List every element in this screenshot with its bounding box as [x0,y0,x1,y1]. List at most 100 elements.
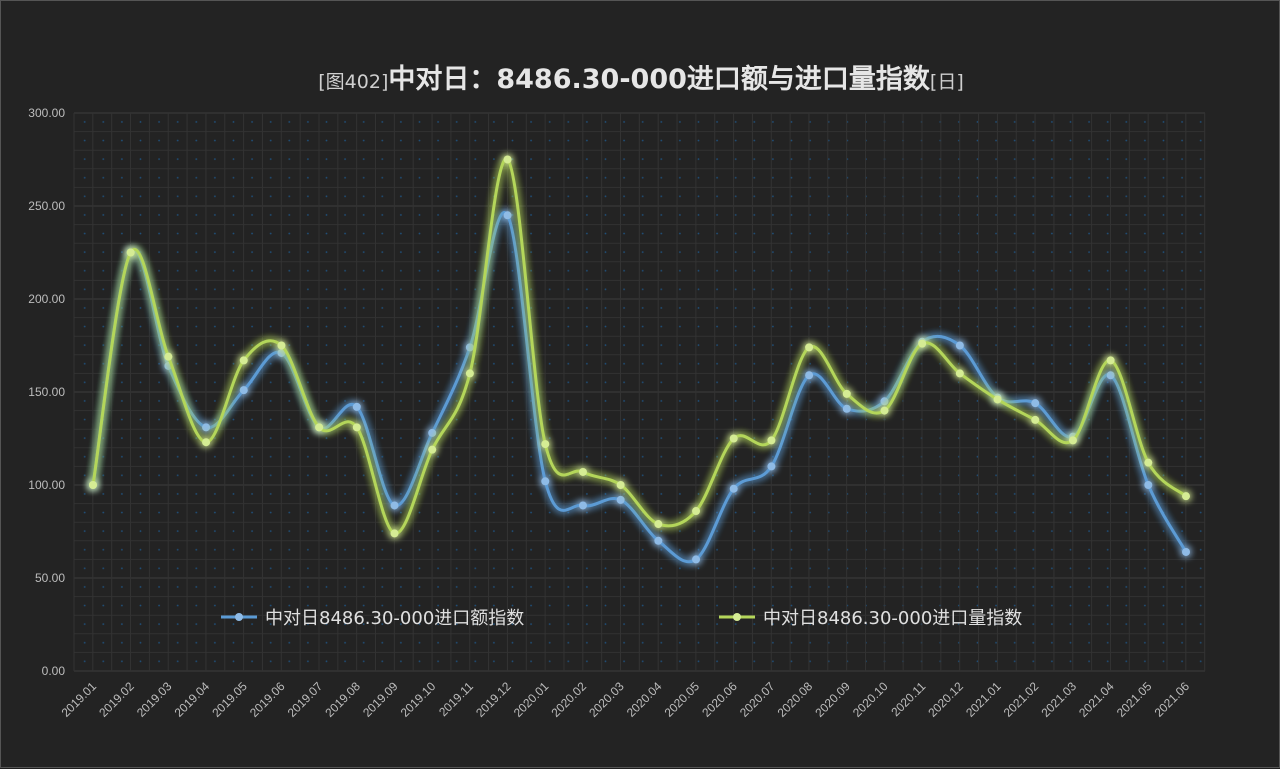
y-tick-label: 100.00 [28,478,65,492]
data-point[interactable] [805,371,814,380]
x-tick-label: 2020.03 [586,679,627,720]
data-point[interactable] [1031,399,1040,408]
x-tick-label: 2019.07 [285,679,326,720]
legend-item-value-index[interactable]: 中对日8486.30-000进口额指数 [221,608,524,629]
y-axis: 0.00 50.00 100.00 150.00 200.00 250.00 300.00 [28,106,65,678]
data-point[interactable] [578,467,587,476]
legend-label: 中对日8486.30-000进口量指数 [763,608,1022,629]
data-point[interactable] [202,423,211,432]
data-point[interactable] [1106,356,1115,365]
data-point[interactable] [767,462,776,471]
x-tick-label: 2020.01 [511,679,552,720]
x-tick-label: 2019.05 [209,679,250,720]
x-tick-label: 2019.09 [360,679,401,720]
data-point[interactable] [352,423,361,432]
y-tick-label: 50.00 [35,571,65,585]
x-tick-label: 2020.02 [549,679,590,720]
data-point[interactable] [202,438,211,447]
data-point[interactable] [842,404,851,413]
y-tick-label: 150.00 [28,385,65,399]
x-tick-label: 2019.08 [322,679,363,720]
x-tick-label: 2021.02 [1001,679,1042,720]
x-tick-label: 2020.10 [850,679,891,720]
x-tick-label: 2020.06 [699,679,740,720]
chart-title: [图402]中对日：8486.30-000进口额与进口量指数[日] [318,64,963,95]
x-tick-label: 2020.12 [925,679,966,720]
data-point[interactable] [692,507,701,516]
data-point[interactable] [1182,492,1190,501]
data-point[interactable] [465,369,474,378]
data-point[interactable] [315,423,324,432]
x-tick-label: 2021.03 [1038,679,1079,720]
x-tick-label: 2019.06 [247,679,288,720]
data-point[interactable] [428,428,437,437]
data-point[interactable] [503,155,512,164]
data-point[interactable] [729,434,738,443]
x-tick-label: 2019.12 [473,679,514,720]
data-point[interactable] [1182,547,1190,556]
data-point[interactable] [692,555,701,564]
data-point[interactable] [541,440,550,449]
data-point[interactable] [503,211,512,220]
series-1 [89,155,1190,538]
data-point[interactable] [465,343,474,352]
legend-marker [733,613,741,621]
data-point[interactable] [352,402,361,411]
data-point[interactable] [541,477,550,486]
data-point[interactable] [955,369,964,378]
legend-item-volume-index[interactable]: 中对日8486.30-000进口量指数 [719,608,1022,629]
x-axis: 2019.012019.022019.032019.042019.052019.… [59,679,1193,720]
x-tick-label: 2020.05 [662,679,703,720]
data-point[interactable] [277,341,286,350]
x-tick-label: 2019.01 [59,679,100,720]
y-tick-label: 200.00 [28,292,65,306]
data-point[interactable] [918,339,927,348]
data-point[interactable] [616,495,625,504]
y-tick-label: 300.00 [28,106,65,120]
data-point[interactable] [1031,415,1040,424]
data-point[interactable] [1068,436,1077,445]
data-point[interactable] [767,436,776,445]
series-lines [89,155,1190,564]
data-point[interactable] [654,536,663,545]
data-point[interactable] [805,343,814,352]
legend-label: 中对日8486.30-000进口额指数 [265,608,524,629]
data-point[interactable] [993,395,1002,404]
data-point[interactable] [616,481,625,489]
data-point[interactable] [729,484,738,493]
x-tick-label: 2019.10 [398,679,439,720]
data-point[interactable] [390,501,399,510]
data-point[interactable] [578,501,587,510]
data-point[interactable] [89,481,97,489]
x-tick-label: 2020.08 [775,679,816,720]
x-tick-label: 2021.05 [1114,679,1155,720]
data-point[interactable] [654,520,663,529]
data-point[interactable] [164,352,173,361]
x-tick-label: 2021.01 [963,679,1004,720]
data-point[interactable] [1106,371,1115,380]
x-tick-label: 2019.02 [96,679,137,720]
data-point[interactable] [955,341,964,350]
x-tick-label: 2020.04 [624,679,665,720]
data-point[interactable] [1144,481,1153,489]
legend-marker [235,613,243,621]
legend: 中对日8486.30-000进口额指数 中对日8486.30-000进口量指数 [221,608,1022,629]
data-point[interactable] [239,386,248,395]
y-tick-label: 0.00 [42,664,66,678]
y-tick-label: 250.00 [28,199,65,213]
data-point[interactable] [428,445,437,454]
x-tick-label: 2021.04 [1076,679,1117,720]
data-point[interactable] [1144,458,1153,467]
data-point[interactable] [126,248,135,257]
x-tick-label: 2021.06 [1152,679,1193,720]
data-point[interactable] [390,529,399,538]
data-point[interactable] [239,356,248,365]
data-point[interactable] [842,389,851,398]
x-tick-label: 2020.07 [737,679,778,720]
data-point[interactable] [880,397,889,406]
x-tick-label: 2020.09 [812,679,853,720]
data-point[interactable] [880,406,889,415]
data-point[interactable] [277,348,286,357]
